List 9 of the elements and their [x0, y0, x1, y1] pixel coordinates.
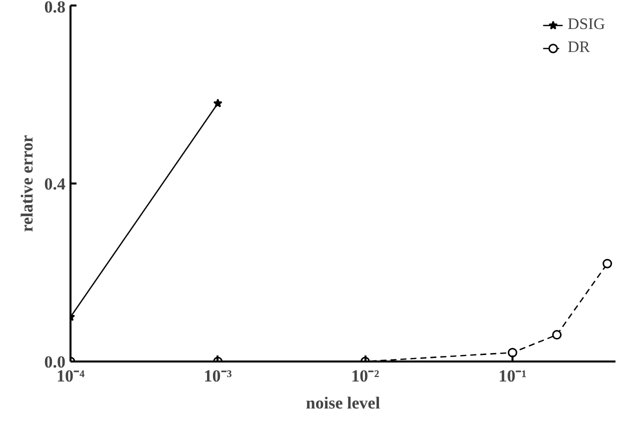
x-tick-label: 10⁻¹: [498, 366, 527, 386]
x-axis-title: noise level: [306, 394, 380, 412]
legend-label: DSIG: [568, 16, 605, 34]
y-tick-label: 0.8: [44, 0, 66, 16]
legend-label: DR: [568, 39, 590, 57]
y-axis-title: relative error: [17, 134, 36, 232]
x-tick-label: 10⁻²: [351, 366, 380, 386]
y-tick-label: 0.4: [44, 174, 66, 194]
x-tick-label: 10⁻³: [204, 366, 232, 386]
